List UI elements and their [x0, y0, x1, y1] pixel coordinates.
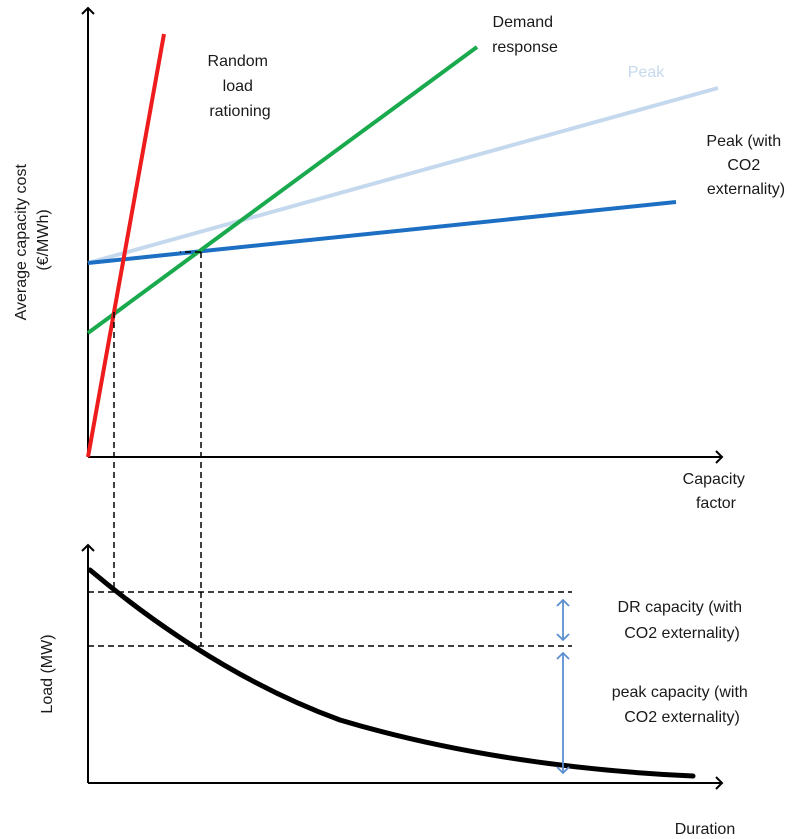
- y-axis-label-line1: Average capacity cost: [13, 164, 30, 321]
- bottom-chart: Load (MW) Duration DR capacity (with CO2…: [39, 543, 753, 838]
- peak-co2-label-line1: Peak (with: [706, 133, 781, 150]
- dr-capacity-label: DR capacity (with CO2 externality): [618, 599, 747, 642]
- peak-capacity-label-line2: CO2 externality): [624, 709, 740, 726]
- rlr-label-line1: Random: [208, 53, 268, 70]
- rlr-label-line2: load: [223, 78, 253, 95]
- dr-capacity-label-line1: DR capacity (with: [618, 599, 742, 616]
- demand-response-curve: [86, 45, 479, 335]
- load-duration-curve: [87, 567, 696, 779]
- y-axis-label-line2: (€/MWh): [35, 209, 52, 270]
- x-axis-label-line1: Capacity: [683, 471, 745, 488]
- peak-curve: [87, 86, 719, 265]
- dr-capacity-label-line2: CO2 externality): [624, 625, 740, 642]
- load-axis-label: Load (MW): [39, 634, 56, 713]
- x-axis-label-line2: factor: [696, 495, 737, 512]
- peak-label: Peak: [628, 64, 665, 81]
- peak-capacity-label: peak capacity (with CO2 externality): [612, 684, 753, 726]
- dr-label-line2: response: [492, 39, 558, 56]
- top-chart: Average capacity cost (€/MWh) Capacity f…: [13, 6, 785, 646]
- peak-label-line1: Peak: [628, 64, 665, 81]
- random-load-rationing-label: Random load rationing: [208, 53, 273, 120]
- x-axis-label: Capacity factor: [683, 471, 750, 512]
- duration-axis-label: Duration: [675, 821, 735, 838]
- random-load-rationing-curve: [86, 33, 166, 458]
- peak-capacity-label-line1: peak capacity (with: [612, 684, 748, 701]
- dr-label-line1: Demand: [493, 14, 553, 31]
- rlr-label-line3: rationing: [209, 103, 270, 120]
- peak-co2-label: Peak (with CO2 externality): [706, 133, 785, 198]
- y-axis-label: Average capacity cost (€/MWh): [13, 160, 52, 321]
- peak-co2-curve: [87, 200, 677, 265]
- demand-response-label: Demand response: [492, 14, 558, 56]
- peak-co2-label-line2: CO2: [727, 157, 760, 174]
- peak-co2-label-line3: externality): [707, 181, 785, 198]
